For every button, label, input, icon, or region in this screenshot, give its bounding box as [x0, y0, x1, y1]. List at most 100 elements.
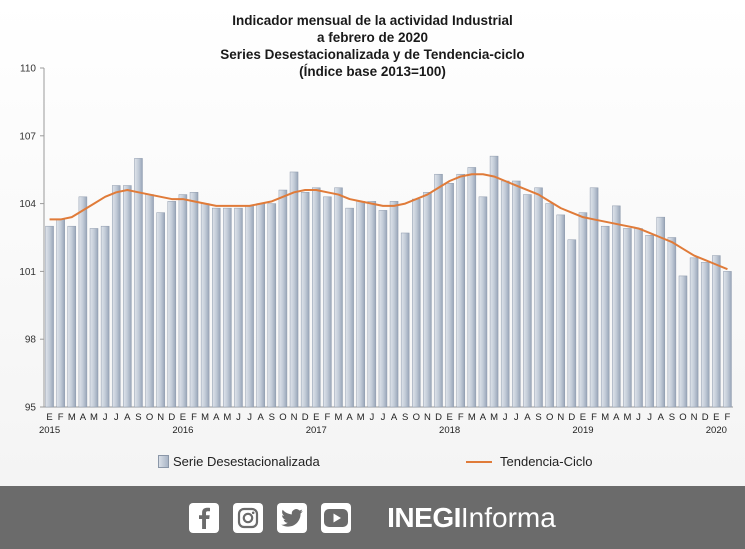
bar [100, 225, 110, 408]
x-tick-label: J [247, 412, 252, 423]
bar [111, 185, 121, 408]
x-tick-label: S [135, 412, 141, 423]
x-tick-label: F [191, 412, 197, 423]
x-tick-label: N [557, 412, 564, 423]
x-tick-label: E [713, 412, 719, 423]
x-tick-label: N [691, 412, 698, 423]
x-tick-label: D [302, 412, 309, 423]
bar [312, 187, 321, 408]
x-tick-label: N [291, 412, 298, 423]
x-tick-label: M [357, 412, 365, 423]
x-tick-label: M [223, 412, 231, 423]
bar [712, 255, 721, 408]
bar [656, 216, 666, 408]
x-tick-label: M [623, 412, 631, 423]
y-tick-label: 110 [20, 64, 36, 75]
bar [545, 203, 554, 408]
bar [400, 232, 410, 408]
x-tick-label: O [413, 412, 420, 423]
inegi-informa-logo: INEGI Informa [387, 502, 556, 534]
y-tick-label: 104 [19, 199, 36, 210]
x-tick-label: O [279, 412, 286, 423]
bar [523, 194, 532, 408]
x-tick-label: D [435, 412, 442, 423]
x-year-label: 2016 [172, 425, 193, 436]
bar [178, 194, 188, 408]
facebook-icon[interactable] [189, 502, 220, 533]
bar [700, 262, 710, 408]
chart-area: Indicador mensual de la actividad Indust… [0, 0, 745, 486]
bar [423, 192, 432, 408]
x-tick-label: O [679, 412, 686, 423]
legend-line-swatch [466, 460, 492, 463]
footer-bar: INEGI Informa [0, 486, 745, 549]
bar [56, 219, 65, 408]
x-tick-label: D [702, 412, 709, 423]
x-tick-label: D [568, 412, 575, 423]
bar [367, 201, 377, 408]
x-tick-label: N [157, 412, 164, 423]
bar [567, 239, 577, 408]
bar [600, 225, 610, 408]
bar [356, 201, 365, 408]
bar [445, 183, 454, 408]
x-tick-label: N [424, 412, 431, 423]
x-tick-label: A [524, 412, 531, 423]
x-tick-label: A [391, 412, 398, 423]
x-year-label: 2019 [572, 425, 593, 436]
bar [145, 194, 154, 408]
x-tick-label: A [80, 412, 87, 423]
x-tick-label: M [335, 412, 343, 423]
bar [623, 228, 632, 408]
legend-bar-label: Serie Desestacionalizada [173, 454, 320, 469]
legend-item-line: Tendencia-Ciclo [466, 454, 593, 469]
brand-light: Informa [460, 501, 556, 533]
bar [134, 158, 143, 408]
x-tick-label: E [46, 412, 52, 423]
bar [412, 198, 421, 408]
bar [289, 171, 299, 408]
bar [467, 167, 477, 408]
x-tick-label: F [58, 412, 64, 423]
twitter-icon[interactable] [277, 502, 308, 533]
bar [645, 234, 654, 408]
chart-title-line-3: Series Desestacionalizada y de Tendencia… [220, 47, 525, 62]
bar [723, 271, 732, 408]
bar [512, 180, 521, 408]
bar [123, 185, 132, 408]
bar [200, 203, 210, 408]
trend-line [49, 173, 728, 271]
x-tick-label: F [324, 412, 330, 423]
x-tick-label: A [613, 412, 620, 423]
bar [211, 207, 221, 408]
bar [156, 212, 165, 408]
x-year-label: 2015 [39, 425, 60, 436]
x-tick-label: A [124, 412, 131, 423]
x-year-label: 2018 [439, 425, 460, 436]
instagram-icon[interactable] [233, 502, 264, 533]
bar [334, 187, 343, 408]
x-tick-label: O [546, 412, 553, 423]
x-tick-label: M [601, 412, 609, 423]
x-tick-label: E [180, 412, 186, 423]
x-tick-label: J [381, 412, 386, 423]
bar [500, 180, 510, 408]
x-tick-label: S [269, 412, 275, 423]
bar [189, 192, 199, 408]
bar [489, 155, 499, 408]
x-year-label: 2017 [306, 425, 327, 436]
bar [478, 196, 488, 408]
bar [245, 205, 254, 408]
bar [78, 196, 88, 408]
legend-line-label: Tendencia-Ciclo [500, 454, 593, 469]
x-tick-label: J [114, 412, 119, 423]
legend-bar-swatch [158, 455, 169, 468]
youtube-icon[interactable] [321, 502, 352, 533]
bar [256, 203, 265, 408]
chart-title: Indicador mensual de la actividad Indust… [0, 12, 745, 80]
legend-item-bars: Serie Desestacionalizada [158, 454, 320, 469]
x-tick-label: J [103, 412, 108, 423]
bar [167, 201, 177, 408]
x-tick-label: J [636, 412, 641, 423]
